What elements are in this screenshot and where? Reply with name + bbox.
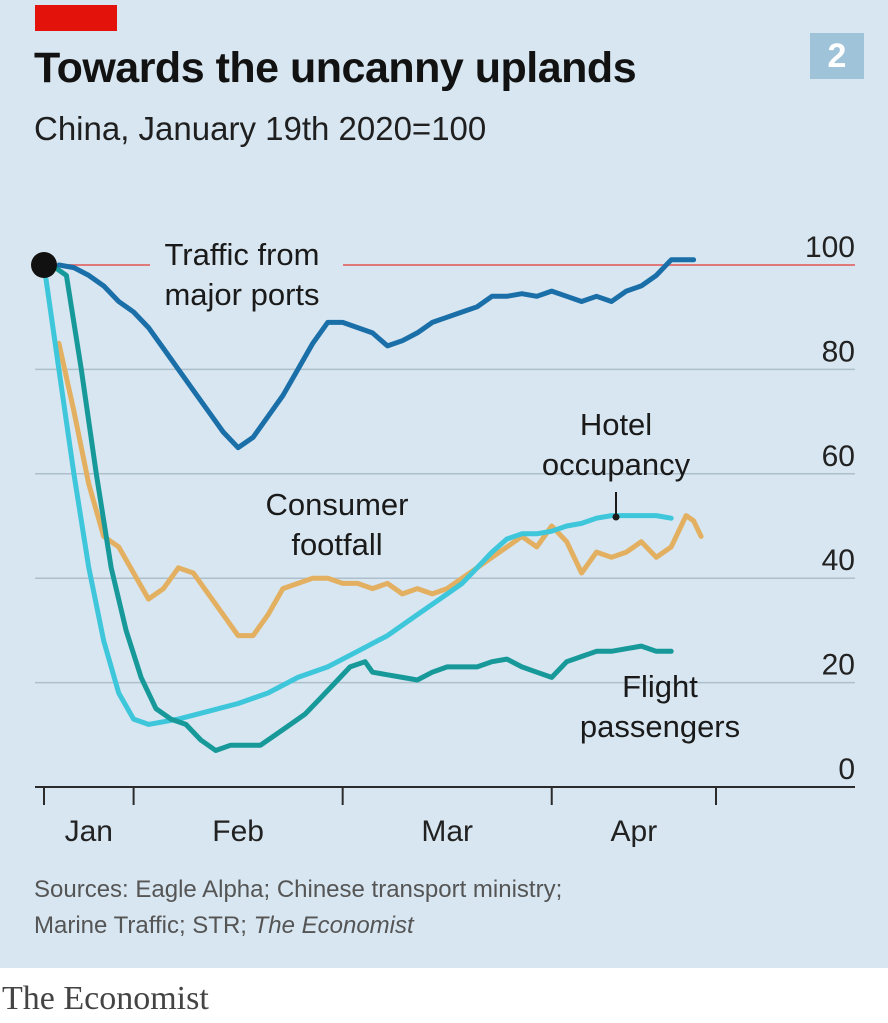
series-labels: Traffic from major ports Consumer footfall H… bbox=[164, 237, 740, 744]
y-tick-labels: 0 20 40 60 80 100 bbox=[805, 231, 855, 786]
series-label-line: Consumer bbox=[266, 487, 409, 522]
publication-footer: The Economist bbox=[2, 980, 209, 1017]
start-marker-group bbox=[31, 252, 57, 278]
gridlines bbox=[35, 368, 855, 684]
start-marker bbox=[31, 252, 57, 278]
series-lines bbox=[41, 257, 704, 753]
series-label-flight: Flight passengers bbox=[580, 669, 740, 744]
series-line-traffic bbox=[56, 257, 697, 451]
series-label-line: Traffic from bbox=[164, 237, 319, 272]
sources-note: Sources: Eagle Alpha; Chinese transport … bbox=[34, 872, 562, 944]
hotel-label-dot bbox=[612, 513, 620, 521]
y-tick-label-80: 80 bbox=[822, 335, 855, 368]
sources-line-2-text: Marine Traffic; STR; bbox=[34, 912, 254, 939]
series-label-line: occupancy bbox=[542, 447, 691, 482]
x-tick-label-mar: Mar bbox=[421, 815, 473, 848]
series-label-traffic: Traffic from major ports bbox=[164, 237, 319, 312]
chart-panel bbox=[0, 0, 888, 968]
series-line-flight bbox=[49, 262, 674, 753]
sources-economist: The Economist bbox=[253, 912, 414, 939]
line-chart: 0 20 40 60 80 100 Jan Feb Mar Apr Traffic from ma… bbox=[31, 231, 855, 848]
y-tick-label-40: 40 bbox=[822, 544, 855, 577]
series-line-consumer bbox=[56, 340, 704, 639]
series-label-line: major ports bbox=[164, 277, 319, 312]
series-line-hotel bbox=[41, 262, 674, 727]
y-tick-label-60: 60 bbox=[822, 440, 855, 473]
chart-subtitle: China, January 19th 2020=100 bbox=[34, 110, 487, 147]
chart-title: Towards the uncanny uplands bbox=[34, 44, 637, 92]
figure-number-badge: 2 bbox=[810, 33, 864, 79]
x-axis bbox=[35, 786, 855, 805]
x-tick-label-feb: Feb bbox=[212, 815, 264, 848]
y-tick-label-20: 20 bbox=[822, 649, 855, 682]
series-label-line: Hotel bbox=[580, 407, 652, 442]
x-tick-labels: Jan Feb Mar Apr bbox=[65, 815, 658, 848]
y-tick-label-100: 100 bbox=[805, 231, 855, 264]
series-label-hotel: Hotel occupancy bbox=[542, 407, 691, 482]
y-tick-label-0: 0 bbox=[838, 753, 855, 786]
x-tick-label-jan: Jan bbox=[65, 815, 113, 848]
series-label-line: passengers bbox=[580, 709, 740, 744]
x-tick-label-apr: Apr bbox=[611, 815, 658, 848]
series-label-line: footfall bbox=[291, 527, 382, 562]
red-accent-bar bbox=[35, 5, 117, 31]
series-label-line: Flight bbox=[622, 669, 698, 704]
sources-line-1: Sources: Eagle Alpha; Chinese transport … bbox=[34, 876, 563, 903]
sources-line-2: Marine Traffic; STR; The Economist bbox=[34, 908, 562, 944]
series-label-consumer: Consumer footfall bbox=[266, 487, 409, 562]
